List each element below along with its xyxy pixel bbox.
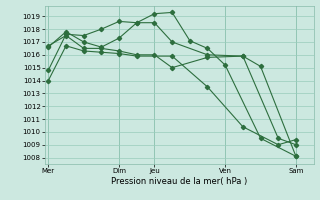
X-axis label: Pression niveau de la mer( hPa ): Pression niveau de la mer( hPa ) [111, 177, 247, 186]
